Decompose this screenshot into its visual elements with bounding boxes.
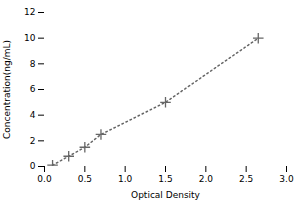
svg-text:1.5: 1.5 [158, 174, 172, 184]
svg-text:2.5: 2.5 [239, 174, 253, 184]
svg-text:3.0: 3.0 [279, 174, 294, 184]
svg-text:8: 8 [30, 59, 36, 69]
svg-text:2.0: 2.0 [199, 174, 214, 184]
svg-text:12: 12 [24, 7, 35, 17]
svg-text:Optical Density: Optical Density [131, 190, 201, 200]
svg-text:0: 0 [30, 161, 36, 171]
svg-text:Concentration(ng/mL): Concentration(ng/mL) [2, 40, 12, 139]
svg-text:1.0: 1.0 [118, 174, 133, 184]
svg-text:2: 2 [30, 136, 36, 146]
svg-text:6: 6 [30, 84, 36, 94]
svg-text:10: 10 [24, 33, 36, 43]
svg-text:4: 4 [30, 110, 36, 120]
svg-text:0.5: 0.5 [78, 174, 92, 184]
svg-text:0.0: 0.0 [37, 174, 52, 184]
